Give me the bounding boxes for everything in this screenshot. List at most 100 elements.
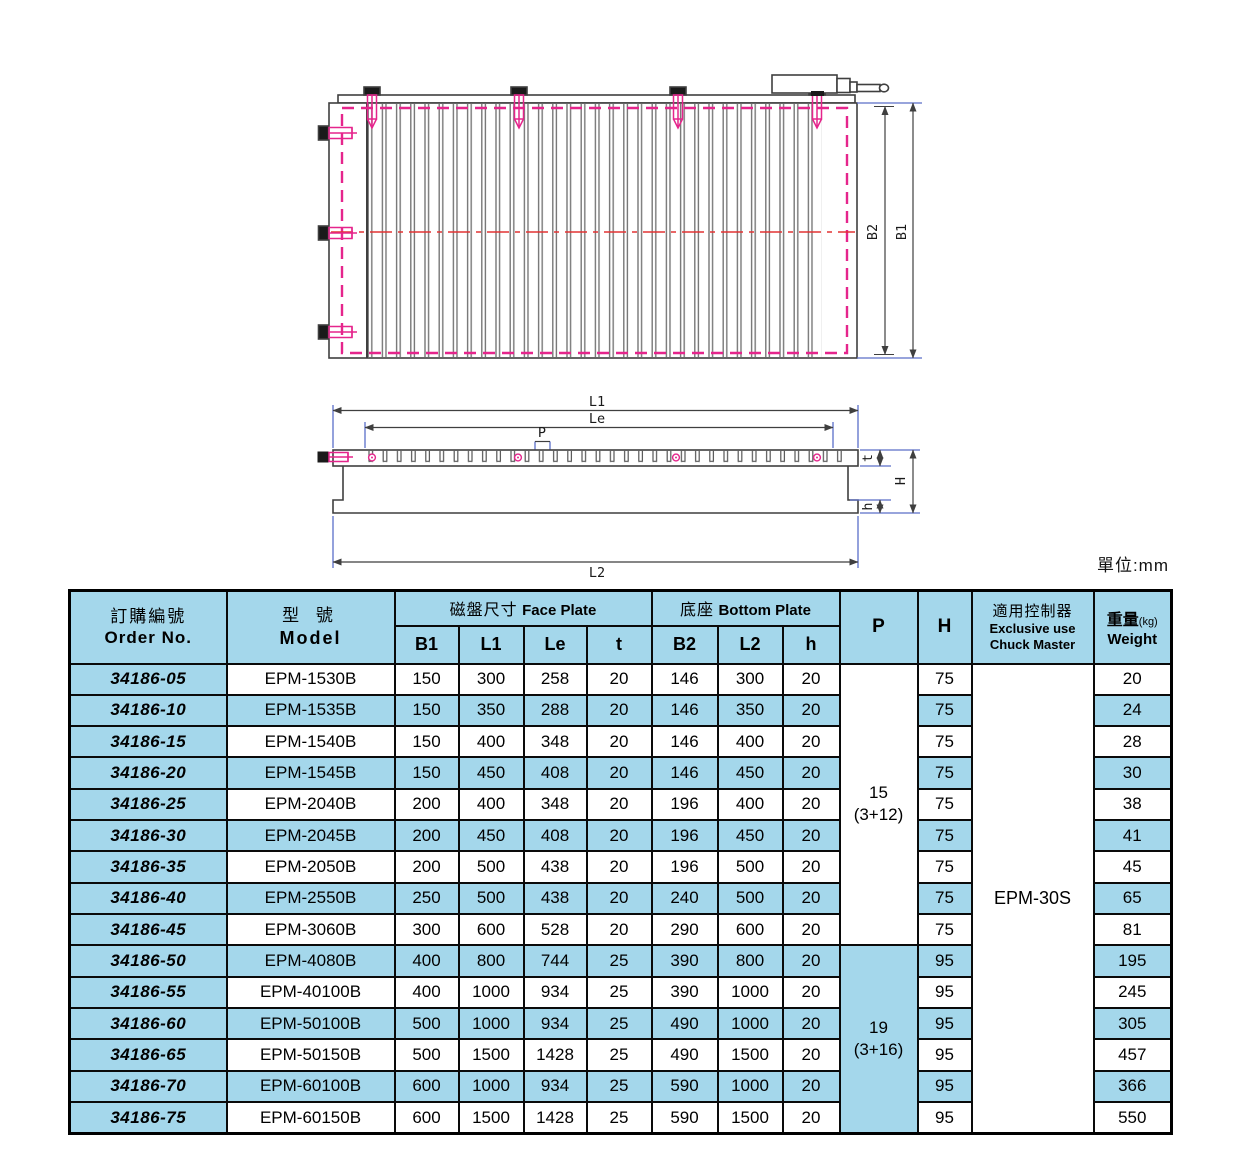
table-row: 34186-10 EPM-1535B 150 350 288 20 146 35…	[68, 693, 1173, 728]
l1-cell: 1500	[457, 1101, 525, 1135]
l2-cell: 350	[716, 693, 784, 728]
l1-cell: 800	[457, 944, 525, 978]
le-cell: 438	[522, 881, 588, 916]
table-row: 34186-05 EPM-1530B 150 300 258 20 146 30…	[68, 662, 1173, 1135]
l2-cell: 1000	[716, 975, 784, 1010]
model-cell: EPM-1545B	[225, 756, 396, 790]
bottom-plate-section	[332, 466, 859, 514]
h-cell: 20	[781, 662, 841, 696]
l1-cell: 400	[457, 787, 525, 822]
h-cell: 20	[781, 1101, 841, 1135]
l1-cell: 450	[457, 756, 525, 790]
le-cell: 258	[522, 662, 588, 696]
order-no-cell: 34186-50	[68, 944, 228, 978]
b2-cell: 590	[650, 1069, 719, 1104]
weight-cell: 38	[1092, 787, 1173, 822]
h-cell: 20	[781, 725, 841, 759]
model-cell: EPM-3060B	[225, 913, 396, 947]
l2-cell: 500	[716, 850, 784, 884]
l1-cell: 500	[457, 850, 525, 884]
side-view: L1 Le P	[317, 394, 920, 580]
model-cell: EPM-2040B	[225, 787, 396, 822]
order-no-cell: 34186-10	[68, 693, 228, 728]
unit-label: 單位:mm	[1096, 556, 1169, 575]
l1-cell: 1000	[457, 975, 525, 1010]
chuck-master-cell: EPM-30S	[970, 662, 1095, 1135]
H-cell: 75	[916, 725, 973, 759]
l1-cell: 300	[457, 662, 525, 696]
order-no-cell: 34186-60	[68, 1007, 228, 1041]
b2-cell: 490	[650, 1038, 719, 1072]
l2-cell: 800	[716, 944, 784, 978]
H-cell: 95	[916, 944, 973, 978]
b1-cell: 200	[393, 819, 460, 853]
dim-label-l1: L1	[589, 394, 605, 410]
le-cell: 934	[522, 1007, 588, 1041]
weight-cell: 550	[1092, 1101, 1173, 1135]
header-bottom-plate: 底座 Bottom Plate	[650, 589, 841, 627]
weight-cell: 65	[1092, 881, 1173, 916]
t-cell: 20	[585, 787, 653, 822]
weight-cell: 245	[1092, 975, 1173, 1010]
dim-label-p: P	[538, 425, 546, 441]
weight-cell: 45	[1092, 850, 1173, 884]
h-cell: 20	[781, 1069, 841, 1104]
t-cell: 20	[585, 881, 653, 916]
l1-cell: 1000	[457, 1069, 525, 1104]
l2-cell: 450	[716, 756, 784, 790]
table-row: 34186-70 EPM-60100B 600 1000 934 25 590 …	[68, 1069, 1173, 1104]
model-cell: EPM-2045B	[225, 819, 396, 853]
t-cell: 20	[585, 850, 653, 884]
table-row: 34186-65 EPM-50150B 500 1500 1428 25 490…	[68, 1038, 1173, 1072]
t-cell: 20	[585, 725, 653, 759]
l2-cell: 1500	[716, 1038, 784, 1072]
weight-cell: 24	[1092, 693, 1173, 728]
header-b1: B1	[393, 624, 460, 665]
h-cell: 20	[781, 881, 841, 916]
pole-markers	[367, 453, 822, 462]
le-cell: 408	[522, 756, 588, 790]
le-cell: 744	[522, 944, 588, 978]
le-cell: 528	[522, 913, 588, 947]
H-cell: 95	[916, 1038, 973, 1072]
table-row: 34186-55 EPM-40100B 400 1000 934 25 390 …	[68, 975, 1173, 1010]
dim-label-l2: L2	[589, 565, 605, 580]
b2-cell: 590	[650, 1101, 719, 1135]
b1-cell: 600	[393, 1069, 460, 1104]
weight-cell: 366	[1092, 1069, 1173, 1104]
le-cell: 1428	[522, 1101, 588, 1135]
l1-cell: 450	[457, 819, 525, 853]
h-cell: 20	[781, 944, 841, 978]
h-cell: 20	[781, 787, 841, 822]
t-cell: 25	[585, 975, 653, 1010]
l2-cell: 400	[716, 787, 784, 822]
weight-cell: 457	[1092, 1038, 1173, 1072]
b1-cell: 200	[393, 787, 460, 822]
b1-cell: 400	[393, 944, 460, 978]
header-p: P	[838, 589, 919, 665]
model-cell: EPM-1540B	[225, 725, 396, 759]
le-cell: 348	[522, 787, 588, 822]
weight-cell: 81	[1092, 913, 1173, 947]
table-row: 34186-15 EPM-1540B 150 400 348 20 146 40…	[68, 725, 1173, 759]
model-cell: EPM-2050B	[225, 850, 396, 884]
b1-cell: 200	[393, 850, 460, 884]
b1-cell: 500	[393, 1038, 460, 1072]
t-cell: 25	[585, 944, 653, 978]
magnetic-area-outline	[340, 106, 849, 355]
dim-label-le: Le	[589, 411, 605, 427]
l1-cell: 1500	[457, 1038, 525, 1072]
l2-cell: 1000	[716, 1069, 784, 1104]
le-cell: 408	[522, 819, 588, 853]
p-group-cell: 19 (3+16)	[838, 944, 919, 1135]
b2-cell: 490	[650, 1007, 719, 1041]
t-cell: 20	[585, 693, 653, 728]
order-no-cell: 34186-05	[68, 662, 228, 696]
b2-cell: 290	[650, 913, 719, 947]
spec-table: 訂購編號 Order No. 型 號 Model 磁盤尺寸 Face Plate…	[68, 589, 1173, 1136]
b1-cell: 150	[393, 756, 460, 790]
order-no-cell: 34186-30	[68, 819, 228, 853]
l2-cell: 1000	[716, 1007, 784, 1041]
model-cell: EPM-60100B	[225, 1069, 396, 1104]
